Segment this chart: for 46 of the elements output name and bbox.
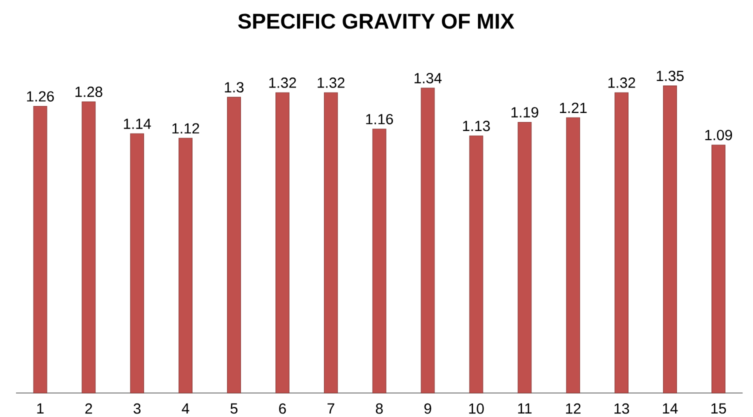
data-label: 1.3 — [224, 82, 244, 92]
data-label: 1.12 — [172, 123, 200, 134]
data-label: 1.09 — [705, 130, 732, 140]
data-label: 1.32 — [608, 78, 636, 88]
data-label: 1.16 — [366, 114, 393, 124]
bar — [614, 92, 628, 394]
bar — [276, 92, 290, 394]
x-tick-label: 11 — [518, 403, 532, 414]
data-label: 1.19 — [512, 107, 538, 118]
bar — [33, 106, 48, 394]
data-label: 1.35 — [656, 70, 684, 82]
bar — [227, 96, 241, 394]
x-tick-label: 1 — [37, 403, 44, 414]
bar — [469, 136, 484, 394]
data-label: 1.28 — [76, 86, 102, 98]
bar — [324, 92, 338, 394]
chart-title: SPECIFIC GRAVITY OF MIX — [238, 14, 514, 29]
x-tick-label: 4 — [182, 403, 190, 414]
x-tick-label: 7 — [328, 403, 334, 414]
bar — [712, 144, 726, 394]
x-tick-label: 13 — [614, 403, 630, 414]
x-tick-label: 6 — [279, 403, 286, 414]
x-tick-label: 2 — [85, 403, 92, 414]
x-tick-label: 8 — [376, 403, 383, 414]
x-tick-label: 10 — [469, 403, 484, 414]
bar — [663, 86, 677, 394]
bar — [372, 128, 386, 394]
bar — [420, 88, 435, 394]
bar — [130, 133, 144, 394]
data-label: 1.32 — [318, 78, 344, 88]
x-tick-label: 12 — [566, 403, 581, 414]
data-label: 1.34 — [414, 73, 442, 84]
data-label: 1.13 — [463, 120, 490, 132]
data-label: 1.14 — [124, 118, 151, 129]
bar — [82, 101, 96, 394]
x-tick-label: 9 — [424, 403, 432, 414]
bar — [566, 117, 580, 394]
data-label: 1.26 — [27, 91, 54, 102]
x-tick-label: 14 — [662, 403, 678, 414]
x-tick-label: 5 — [230, 403, 238, 414]
x-tick-label: 3 — [134, 403, 141, 414]
data-label: 1.32 — [269, 78, 296, 88]
bar — [518, 122, 532, 394]
bar — [178, 138, 192, 394]
x-tick-label: 15 — [711, 403, 726, 414]
data-label: 1.21 — [560, 102, 587, 113]
